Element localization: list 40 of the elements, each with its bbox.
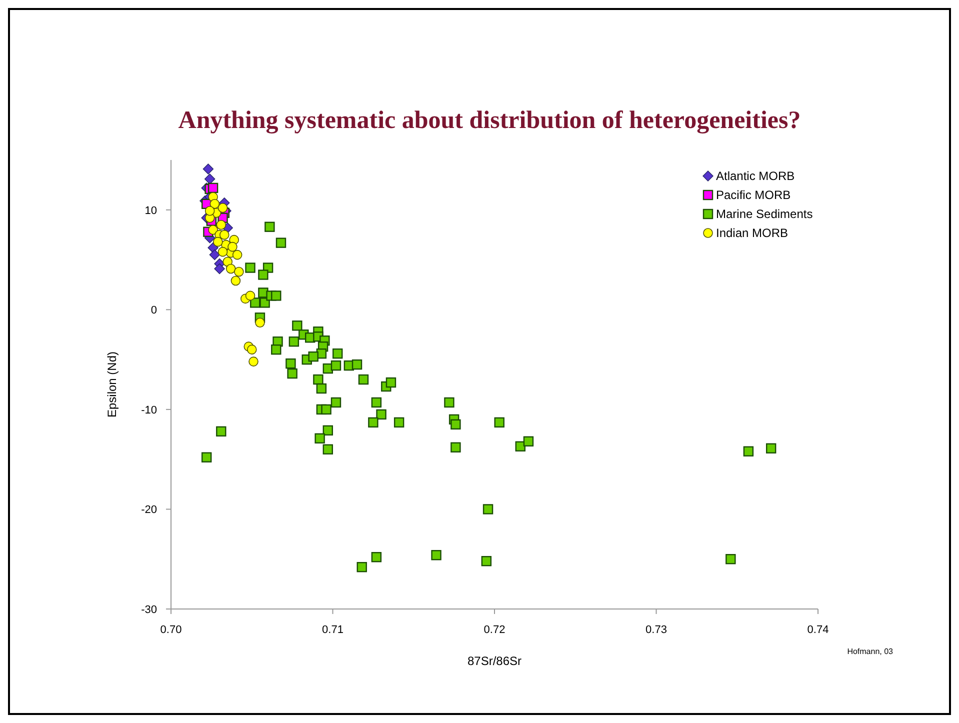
x-tick-label: 0.74 [807, 624, 829, 636]
point [218, 246, 228, 257]
point [213, 236, 223, 247]
x-axis-title: 87Sr/86Sr [467, 654, 522, 668]
point [209, 249, 220, 260]
x-tick-label: 0.72 [484, 624, 506, 636]
x-tick-label: 0.71 [322, 624, 344, 636]
point [202, 164, 214, 174]
point [248, 356, 258, 366]
point [210, 199, 220, 209]
point [204, 206, 215, 216]
point [234, 266, 244, 277]
y-tick-label: -20 [141, 504, 157, 516]
x-tick-label: 0.73 [646, 624, 667, 636]
legend-label: Marine Sediments [716, 207, 813, 221]
y-tick-label: -30 [141, 604, 157, 616]
legend-label: Atlantic MORB [716, 169, 795, 183]
x-tick-label: 0.70 [160, 624, 182, 636]
point [245, 290, 256, 301]
point [219, 230, 230, 240]
legend-label: Pacific MORB [716, 188, 791, 202]
y-tick-label: 0 [150, 304, 157, 317]
point [216, 220, 226, 230]
point [214, 263, 225, 274]
point [255, 318, 265, 328]
y-axis-title: Epsilon (Nd) [105, 351, 119, 418]
point [228, 242, 238, 252]
y-tick-label: -10 [141, 404, 157, 416]
point [218, 202, 228, 213]
chart-title: Anything systematic about distribution of heterogeneities? [178, 107, 801, 134]
point [208, 182, 218, 194]
y-tick-label: 10 [144, 204, 157, 217]
point [230, 276, 241, 286]
point [246, 344, 257, 354]
point [204, 174, 216, 184]
point [208, 224, 218, 235]
point [232, 250, 242, 260]
text: Hofmann, 03 [847, 647, 894, 656]
point [226, 264, 236, 274]
legend-label: Indian MORB [716, 226, 788, 240]
